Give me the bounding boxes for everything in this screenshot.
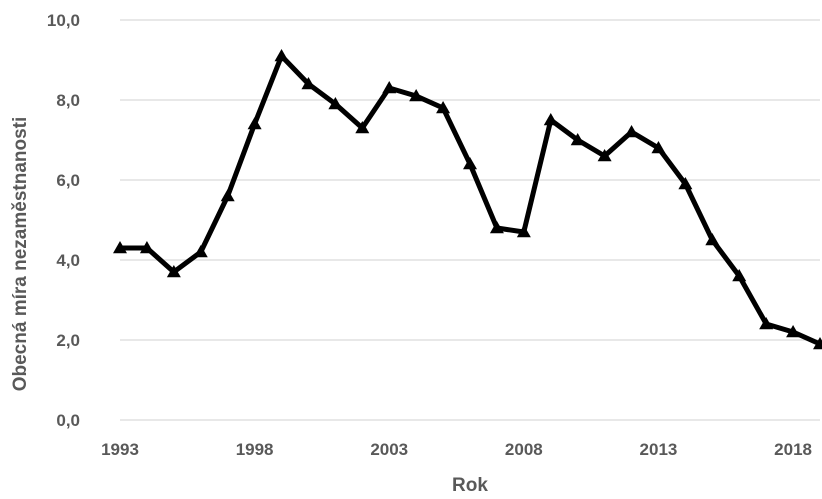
data-point-marker [786,325,801,338]
x-tick-label: 2003 [370,440,408,459]
data-point-marker [597,149,612,162]
data-point-marker [624,125,639,138]
data-point-marker [274,49,289,62]
y-tick-label: 2,0 [56,331,80,350]
data-point-marker [193,245,208,258]
data-point-marker [355,121,370,134]
data-point-marker [382,81,397,94]
data-point-marker [759,317,774,330]
y-tick-label: 10,0 [47,11,80,30]
data-point-marker [651,141,666,154]
data-point-marker [436,101,451,114]
x-tick-label: 2013 [640,440,678,459]
data-point-marker [220,189,235,202]
x-tick-labels: 1993 1998 2003 2008 2013 2018 [101,440,812,459]
data-point-marker [813,337,822,350]
y-tick-label: 6,0 [56,171,80,190]
data-point-marker [678,177,693,190]
y-tick-label: 0,0 [56,411,80,430]
data-point-marker [543,113,558,126]
data-point-marker [113,241,127,254]
x-tick-label: 2008 [505,440,543,459]
data-point-marker [166,265,181,278]
x-tick-label: 1993 [101,440,139,459]
data-point-marker [301,77,316,90]
x-tick-label: 1998 [236,440,274,459]
data-point-marker [328,97,343,110]
data-point-marker [247,117,262,130]
series [113,49,822,350]
data-point-marker [139,241,154,254]
y-tick-label: 8,0 [56,91,80,110]
data-point-marker [489,221,504,234]
data-point-marker [705,233,720,246]
data-point-marker [463,157,477,170]
data-point-marker [516,225,531,238]
x-axis-title: Rok [452,475,488,496]
y-axis-title: Obecná míra nezaměstnanosti [10,117,31,392]
gridlines [120,19,820,421]
x-tick-label: 2018 [774,440,812,459]
y-tick-label: 4,0 [56,251,80,270]
y-tick-labels: 0,0 2,0 4,0 6,0 8,0 10,0 [47,11,80,430]
data-point-marker [409,89,424,102]
data-point-marker [732,269,747,282]
data-point-marker [570,133,585,146]
